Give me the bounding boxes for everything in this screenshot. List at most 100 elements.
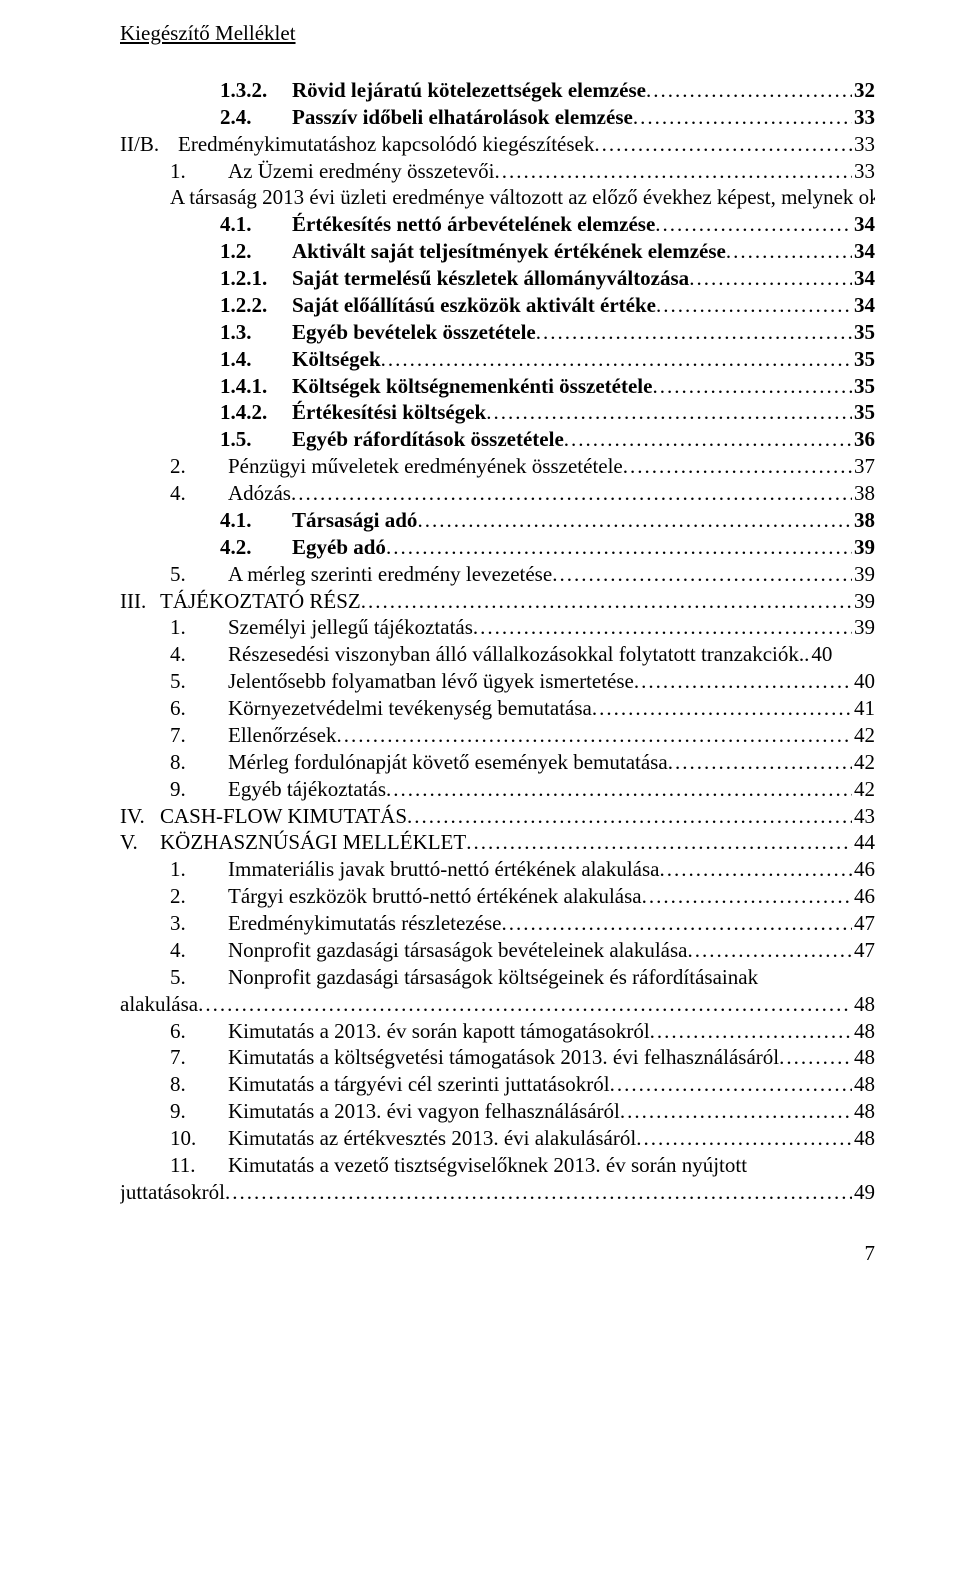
toc-number: 4. [170,480,228,507]
toc-page: 37 [852,453,875,480]
toc-number: 1.4. [220,346,292,373]
toc-leader [642,883,852,910]
toc-title: Kimutatás a költségvetési támogatások 20… [228,1045,779,1069]
toc-page: 43 [852,803,875,830]
toc-entry: 2.Tárgyi eszközök bruttó-nettó értékének… [120,883,875,910]
toc-leader [501,910,852,937]
toc-leader [386,776,852,803]
toc-number: 4.2. [220,534,292,561]
document-page: Kiegészítő Melléklet 1.3.2.Rövid lejárat… [0,0,960,1307]
toc-leader [291,480,852,507]
toc-number: 2. [170,453,228,480]
toc-title: Ellenőrzések [228,723,336,747]
toc-title: Adózás [228,481,291,505]
toc-leader [381,346,852,373]
toc-title: A mérleg szerinti eredmény levezetése [228,562,552,586]
toc-page: 39 [852,534,875,561]
toc-leader [623,453,852,480]
toc-leader [494,158,852,185]
toc-title: CASH-FLOW KIMUTATÁS [160,804,407,828]
toc-leader [779,1044,852,1071]
toc-entry: alakulása48 [120,991,875,1018]
toc-title: Eredménykimutatáshoz kapcsolódó kiegészí… [178,132,594,156]
toc-entry: A társaság 2013 évi üzleti eredménye vál… [120,184,875,211]
toc-entry: 9.Egyéb tájékoztatás42 [120,776,875,803]
toc-leader [386,534,852,561]
toc-page: 39 [852,588,875,615]
toc-entry: 5.A mérleg szerinti eredmény levezetése3… [120,561,875,588]
toc-title: Kimutatás az értékvesztés 2013. évi alak… [228,1126,636,1150]
toc-number: 7. [170,722,228,749]
toc-entry: 4.1.Értékesítés nettó árbevételének elem… [120,211,875,238]
toc-entry: 5.Nonprofit gazdasági társaságok költség… [120,964,875,991]
toc-title: Tárgyi eszközök bruttó-nettó értékének a… [228,884,642,908]
toc-title: alakulása [120,992,198,1016]
toc-title: Nonprofit gazdasági társaságok költségei… [228,965,758,989]
toc-number: 1.4.2. [220,399,292,426]
toc-entry: 9.Kimutatás a 2013. évi vagyon felhaszná… [120,1098,875,1125]
toc-leader [536,319,852,346]
toc-leader [687,937,852,964]
toc-page: 35 [852,373,875,400]
toc-entry: 6.Kimutatás a 2013. év során kapott támo… [120,1018,875,1045]
toc-page: 42 [852,776,875,803]
toc-leader [650,1018,852,1045]
toc-title: Immateriális javak bruttó-nettó értékéne… [228,857,659,881]
toc-title: Saját előállítású eszközök aktivált érté… [292,293,656,317]
toc-leader [466,829,852,856]
toc-entry: 8.Kimutatás a tárgyévi cél szerinti jutt… [120,1071,875,1098]
toc-leader [564,426,852,453]
toc-page: 46 [852,856,875,883]
toc-title: Társasági adó [292,508,417,532]
toc-entry: 3.Eredménykimutatás részletezése47 [120,910,875,937]
toc-title: Környezetvédelmi tevékenység bemutatása [228,696,592,720]
toc-leader [552,561,852,588]
toc-page: 41 [852,695,875,722]
toc-page: 48 [852,1125,875,1152]
toc-number: II/B. [120,131,178,158]
toc-leader [336,722,852,749]
toc-number: 1. [170,614,228,641]
toc-title: Mérleg fordulónapját követő események be… [228,750,668,774]
toc-number: 2.4. [220,104,292,131]
toc-number: 1. [170,856,228,883]
toc-page: 32 [852,77,875,104]
toc-page: 47 [852,910,875,937]
page-number: 7 [120,1240,875,1267]
toc-page: 35 [852,346,875,373]
toc-entry: 1.Az Üzemi eredmény összetevői33 [120,158,875,185]
table-of-contents: 1.3.2.Rövid lejáratú kötelezettségek ele… [120,77,875,1206]
toc-title: TÁJÉKOZTATÓ RÉSZ [160,589,361,613]
toc-title: A társaság 2013 évi üzleti eredménye vál… [170,185,875,209]
toc-leader [633,104,852,131]
toc-page: 34 [852,265,875,292]
toc-title: Kimutatás a 2013. évi vagyon felhasználá… [228,1099,620,1123]
toc-page: 39 [852,561,875,588]
toc-leader [655,211,852,238]
toc-page: 38 [852,507,875,534]
toc-page: 33 [852,104,875,131]
toc-entry: 11.Kimutatás a vezető tisztségviselőknek… [120,1152,875,1179]
toc-leader [594,131,852,158]
toc-entry: 6.Környezetvédelmi tevékenység bemutatás… [120,695,875,722]
toc-entry: 8.Mérleg fordulónapját követő események … [120,749,875,776]
toc-title: Aktivált saját teljesítmények értékének … [292,239,726,263]
toc-leader [407,803,852,830]
toc-title: Értékesítési költségek [292,400,486,424]
toc-number: V. [120,829,160,856]
toc-page: 46 [852,883,875,910]
toc-leader [668,749,852,776]
toc-leader [225,1179,852,1206]
toc-number: 4. [170,937,228,964]
toc-leader [473,614,852,641]
toc-title: Passzív időbeli elhatárolások elemzése [292,105,633,129]
toc-page: 33 [852,158,875,185]
toc-page: 34 [852,238,875,265]
toc-leader: .. [799,641,810,668]
toc-number: 4. [170,641,228,668]
toc-page: 49 [852,1179,875,1206]
toc-title: Nonprofit gazdasági társaságok bevételei… [228,938,687,962]
toc-title: Eredménykimutatás részletezése [228,911,501,935]
toc-page: 47 [852,937,875,964]
toc-leader [656,292,852,319]
